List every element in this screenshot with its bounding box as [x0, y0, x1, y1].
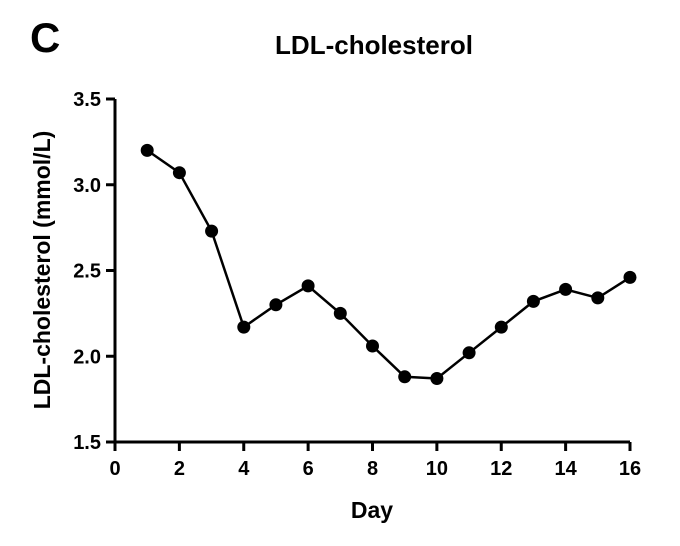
- x-tick-label: 6: [303, 458, 314, 480]
- data-point-day-16: [623, 270, 637, 284]
- x-tick-label: 2: [174, 458, 185, 480]
- y-tick-label: 2.5: [73, 261, 101, 283]
- y-tick-label: 1.5: [73, 432, 101, 454]
- data-point-day-14: [559, 282, 573, 296]
- data-point-day-10: [430, 372, 444, 385]
- data-point-day-5: [269, 298, 283, 312]
- data-point-day-8: [366, 339, 379, 353]
- x-tick-label: 16: [619, 458, 641, 480]
- x-tick-label: 8: [367, 458, 378, 480]
- y-tick-label: 3.0: [73, 175, 101, 197]
- x-tick-label: 14: [555, 458, 578, 480]
- series-group: [140, 143, 637, 385]
- data-point-day-12: [494, 320, 508, 334]
- x-tick-label: 10: [426, 458, 448, 480]
- plot-area: 1.5 2.0 2.5 3.0 3.5 0 2 4 6 8 10 12 14 16: [73, 89, 641, 480]
- data-point-day-15: [591, 291, 605, 305]
- chart-title: LDL-cholesterol: [275, 30, 473, 60]
- panel-label: C: [30, 14, 60, 61]
- ldl-series-line: [146, 149, 631, 380]
- data-point-day-4: [237, 320, 251, 334]
- data-point-day-3: [205, 224, 219, 238]
- data-point-day-11: [462, 346, 476, 360]
- x-tick-label: 12: [490, 458, 512, 480]
- data-point-day-1: [140, 143, 154, 157]
- data-point-day-7: [333, 306, 347, 320]
- x-ticks: 0 2 4 6 8 10 12 14 16: [109, 442, 641, 480]
- y-ticks: 1.5 2.0 2.5 3.0 3.5: [73, 89, 115, 454]
- data-point-day-2: [172, 166, 186, 180]
- x-axis-label: Day: [351, 497, 393, 523]
- y-axis-label: LDL-cholesterol (mmol/L): [29, 131, 55, 410]
- data-point-day-13: [526, 294, 540, 308]
- data-point-day-6: [301, 279, 315, 293]
- y-tick-label: 3.5: [73, 89, 101, 111]
- x-tick-label: 4: [238, 458, 250, 480]
- data-point-day-9: [398, 370, 412, 384]
- x-tick-label: 0: [109, 458, 120, 480]
- y-tick-label: 2.0: [73, 346, 101, 368]
